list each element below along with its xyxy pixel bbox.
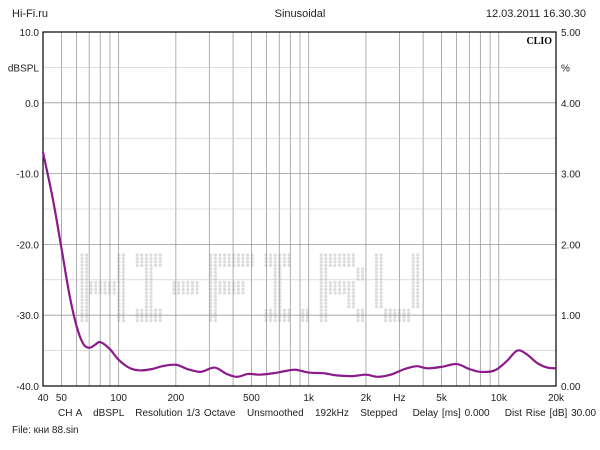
y2-tick-label: 5.00 (561, 28, 581, 39)
y-tick-label: -40.0 (16, 382, 39, 393)
plot-frame (42, 31, 557, 387)
y2-axis-label: % (561, 63, 570, 74)
header-timestamp: 12.03.2011 16.30.30 (485, 8, 586, 20)
x-tick-label: 40 (37, 393, 49, 404)
y2-tick-label: 0.00 (561, 382, 581, 393)
y2-tick-label: 4.00 (561, 99, 581, 110)
x-tick-label: 20k (548, 393, 565, 404)
y2-tick-label: 3.00 (561, 170, 581, 181)
x-tick-label: 500 (243, 393, 260, 404)
x-tick-label: 100 (110, 393, 127, 404)
file-name: File: кни 88.sin (12, 425, 79, 436)
x-tick-label: 50 (56, 393, 68, 404)
y-axis-label: dBSPL (8, 63, 40, 74)
measurement-settings: CH A dBSPL Resolution 1/3 Octave Unsmoot… (58, 408, 597, 419)
series-line (41, 152, 557, 378)
x-tick-label: 200 (168, 393, 185, 404)
x-tick-label: Hz (393, 393, 405, 404)
x-tick-label: 2k (361, 393, 373, 404)
x-tick-label: 1k (303, 393, 315, 404)
y-tick-label: -30.0 (16, 311, 39, 322)
header-site-label: Hi-Fi.ru (12, 8, 49, 20)
y2-tick-label: 1.00 (561, 311, 581, 322)
y2-axis-ticks: 5.00 4.00 3.00 2.00 1.00 0.00 (561, 28, 581, 393)
header-signal-type: Sinusoidal (274, 8, 326, 20)
x-tick-label: 5k (436, 393, 448, 404)
y2-tick-label: 2.00 (561, 240, 581, 251)
grid (43, 32, 556, 386)
y-tick-label: 0.0 (25, 99, 39, 110)
x-axis-ticks: 40 50 100 200 500 1k 2k Hz 5k 10k 20k (37, 393, 565, 404)
clio-brand-label: CLIO (526, 36, 552, 47)
y-tick-label: 10.0 (20, 28, 40, 39)
x-tick-label: 10k (491, 393, 508, 404)
y-tick-label: -20.0 (16, 240, 39, 251)
y-tick-label: -10.0 (16, 170, 39, 181)
y-axis-ticks: 10.0 0.0 -10.0 -20.0 -30.0 -40.0 (16, 28, 39, 393)
watermark (80, 253, 420, 323)
